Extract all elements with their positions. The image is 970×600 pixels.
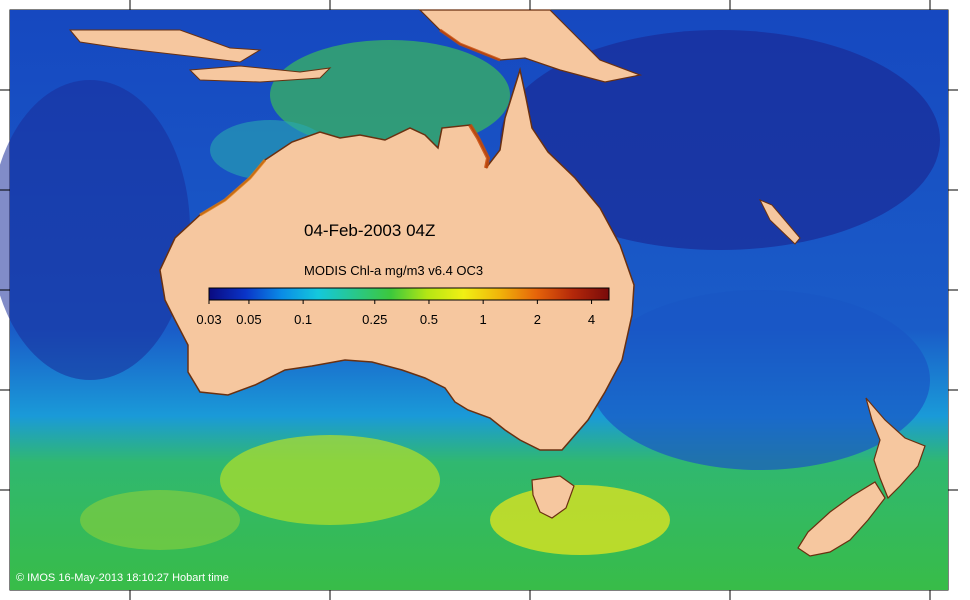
colorbar-tick-label: 0.25: [362, 312, 388, 327]
gulf-of-carpentaria-coastal-bloom: [468, 123, 491, 169]
colorbar-tick-label: 2: [533, 312, 541, 327]
new-zealand-north-island: [865, 397, 926, 500]
tasman-sea-water: [590, 290, 930, 470]
colorbar-tick-label: 0.05: [236, 312, 262, 327]
colorbar-ticks: [208, 300, 593, 304]
new-zealand-south-island: [797, 481, 886, 557]
colorbar-tick-label: 4: [587, 312, 596, 327]
indonesia-landmass: [68, 29, 262, 63]
indian-ocean-deep-water: [0, 80, 190, 380]
southern-ocean-bloom-1: [220, 435, 440, 525]
nusa-tenggara-islands: [188, 65, 332, 83]
nw-coast-coastal-bloom: [199, 159, 267, 217]
tasmania: [531, 475, 575, 519]
colorbar-title: MODIS Chl-a mg/m3 v6.4 OC3: [304, 263, 484, 278]
colorbar-tick-label: 0.03: [196, 312, 222, 327]
date-title: 04-Feb-2003 04Z: [304, 221, 436, 240]
png-south-coast-bloom: [439, 28, 501, 62]
colorbar-tick-label: 0.1: [294, 312, 313, 327]
southern-ocean-bloom-2: [490, 485, 670, 555]
coral-sea-deep-water: [500, 30, 940, 250]
new-caledonia: [758, 199, 801, 245]
colorbar: [208, 287, 610, 301]
colorbar-tick-label: 0.5: [419, 312, 439, 327]
copyright-notice: © IMOS 16-May-2013 18:10:27 Hobart time: [16, 572, 229, 584]
southern-ocean-bloom-3: [80, 490, 240, 550]
colorbar-tick-label: 1: [479, 312, 487, 327]
